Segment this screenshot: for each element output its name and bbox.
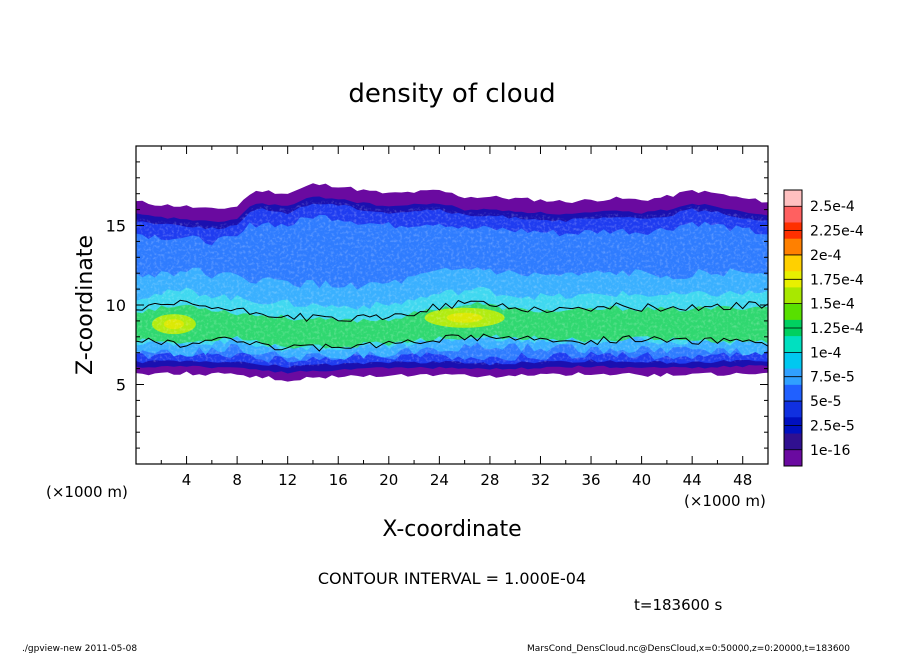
y-tick-label: 5 [116,376,126,395]
colorbar-swatch [784,206,802,223]
x-tick-label: 44 [683,471,702,489]
colorbar-label: 2e-4 [810,248,842,264]
x-unit-right: (×1000 m) [684,492,766,510]
x-axis-label: X-coordinate [382,517,521,542]
y-tick-label: 15 [106,217,126,236]
colorbar-swatch [784,190,802,207]
footer-right: MarsCond_DensCloud.nc@DensCloud,x=0:5000… [527,644,850,654]
contour-line [136,299,768,352]
colorbar-swatch [784,401,802,418]
colorbar-label: 1.5e-4 [810,297,855,313]
colorbar-swatch [784,433,802,451]
colorbar: 2.5e-4 2.25e-4 2e-4 1.75e-4 1.5e-4 1.25e-4 1e-… [783,189,864,467]
x-axis: 4 8 12 16 20 24 28 32 36 40 44 48 [160,146,769,489]
colorbar-label: 2.5e-5 [810,418,855,434]
colorbar-label: 5e-5 [810,394,841,410]
colorbar-swatch [784,303,802,321]
colorbar-label: 1.25e-4 [810,321,864,337]
colorbar-swatch [784,287,802,305]
x-tick-label: 4 [182,471,192,489]
footer-left: ./gpview-new 2011-05-08 [22,644,137,654]
colorbar-swatch [784,384,802,402]
x-tick-label: 24 [430,471,449,489]
x-unit-left: (×1000 m) [46,483,128,501]
x-tick-label: 28 [480,471,499,489]
x-tick-label: 8 [232,471,242,489]
colorbar-label: 2.25e-4 [810,224,864,240]
y-axis: 5 10 15 [106,161,768,449]
colorbar-swatch [784,238,802,256]
x-tick-label: 36 [581,471,600,489]
time-label: t=183600 s [634,596,722,614]
x-tick-label: 48 [733,471,752,489]
y-axis-label: Z-coordinate [73,235,98,375]
colorbar-swatch [784,254,802,272]
x-tick-label: 32 [531,471,550,489]
x-tick-label: 16 [329,471,348,489]
colorbar-label: 1.75e-4 [810,272,864,288]
x-tick-label: 20 [379,471,398,489]
chart-title: density of cloud [348,79,555,109]
x-tick-label: 40 [632,471,651,489]
colorbar-label: 2.5e-4 [810,199,855,215]
colorbar-label: 1e-16 [810,443,850,459]
y-tick-label: 10 [106,296,126,315]
colorbar-swatch [784,449,802,467]
colorbar-swatch [784,336,802,353]
heatmap-field [136,183,768,382]
contour-interval-text: CONTOUR INTERVAL = 1.000E-04 [318,569,586,588]
colorbar-label: 7.5e-5 [810,370,855,386]
colorbar-label: 1e-4 [810,345,842,361]
x-tick-label: 12 [278,471,297,489]
colorbar-swatch [784,352,802,370]
speckle-texture [136,199,768,368]
